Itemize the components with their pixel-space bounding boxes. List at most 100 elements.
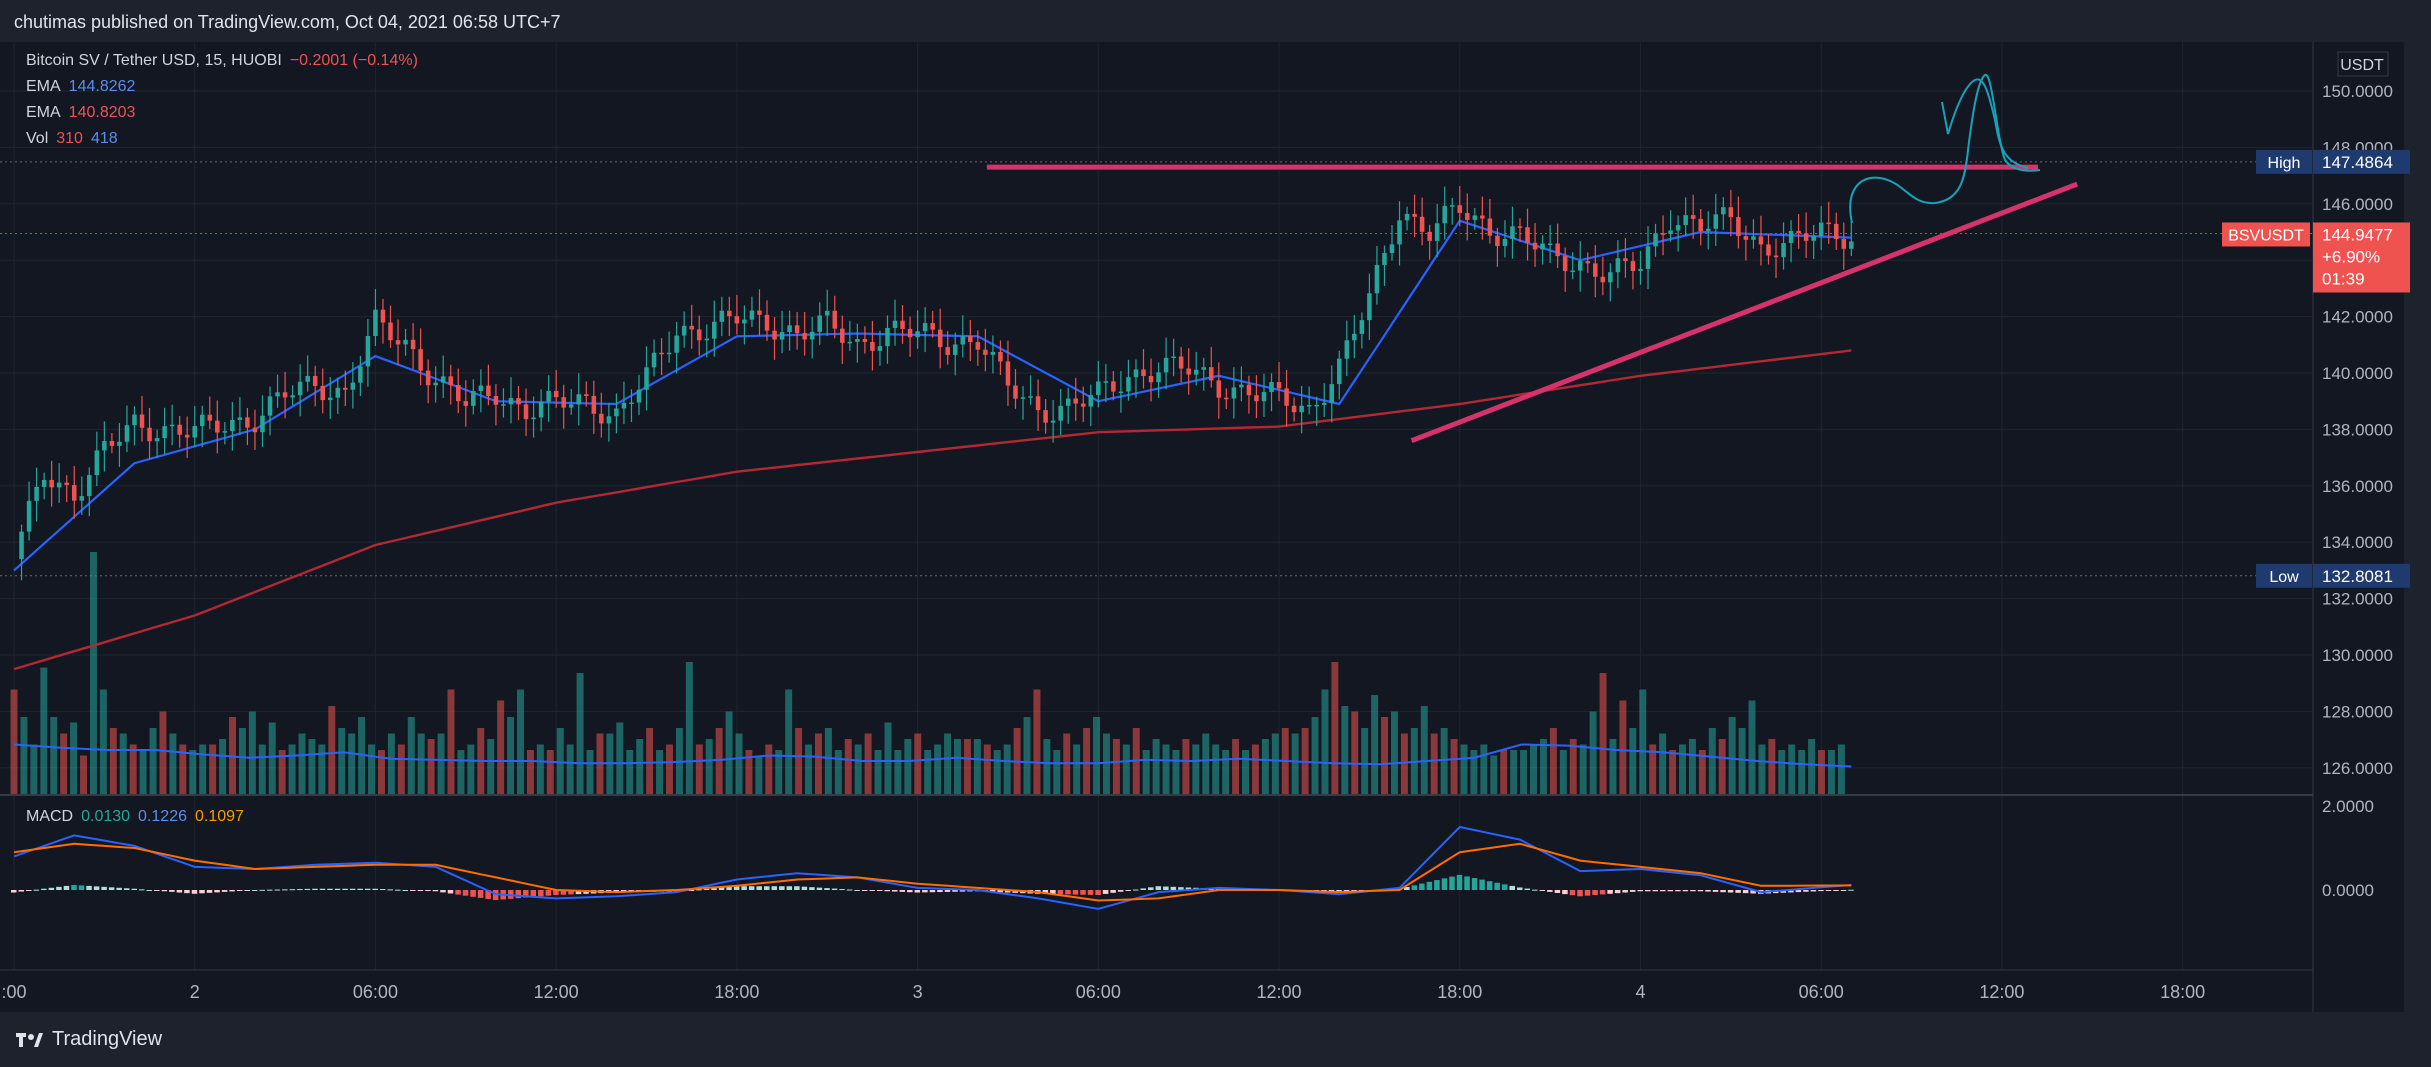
volume-bar <box>834 750 842 794</box>
candle-body <box>629 402 634 405</box>
macd-histogram-bar <box>1343 890 1350 891</box>
volume-bar <box>169 733 177 794</box>
volume-bar <box>983 744 991 794</box>
volume-bar <box>1172 750 1180 794</box>
volume-bar <box>725 711 733 794</box>
candle-body <box>1675 225 1681 231</box>
volume-bar <box>308 739 316 794</box>
macd-histogram-bar <box>78 885 85 890</box>
legend-ema1-row: EMA 144.8262 <box>26 78 143 96</box>
volume-bar <box>129 744 137 794</box>
candle-body <box>1510 226 1515 239</box>
candle-body <box>1818 222 1824 236</box>
macd-tick-label: 0.0000 <box>2322 881 2374 900</box>
macd-histogram-bar <box>1645 890 1651 892</box>
candle-body <box>1148 375 1154 383</box>
macd-histogram-bar <box>1517 887 1523 890</box>
candle-body <box>862 339 868 342</box>
volume-bar <box>1837 744 1845 794</box>
macd-histogram-bar <box>297 889 303 891</box>
candle-body <box>809 331 815 340</box>
freehand-sketch-upper[interactable] <box>1941 78 2029 169</box>
macd-histogram-bar <box>1321 890 1327 891</box>
low-name: Low <box>2269 569 2299 586</box>
candle-body <box>1141 369 1146 376</box>
candle-body <box>757 310 762 315</box>
chart-canvas[interactable]: USDT150.0000148.0000146.0000144.0000142.… <box>0 0 2431 1012</box>
high-name-box <box>2256 149 2312 174</box>
volume-bar <box>1043 739 1051 794</box>
macd-histogram-bar <box>1584 890 1591 896</box>
macd-histogram-bar <box>304 888 311 890</box>
macd-histogram-bar <box>1803 890 1809 892</box>
volume-bar <box>864 733 872 794</box>
candle-body <box>1668 230 1673 235</box>
volume-bar <box>1202 733 1210 794</box>
candle-body <box>418 349 423 371</box>
legend-vol-value1: 310 <box>56 130 83 147</box>
candle-body <box>207 414 213 421</box>
volume-bar <box>209 744 217 794</box>
macd-histogram-bar <box>1163 886 1169 890</box>
candle-body <box>787 325 792 333</box>
macd-histogram-bar <box>771 886 778 890</box>
volume-bar <box>695 744 703 794</box>
volume-bar <box>1748 700 1756 794</box>
price-labels: High 147.4864 Low 132.8081 BSVUSDT 144.9477 +6… <box>2222 149 2410 588</box>
volume-bar <box>1093 717 1101 794</box>
volume-bar <box>30 744 38 794</box>
volume-bar <box>944 733 952 794</box>
candle-body <box>1050 420 1056 423</box>
macd-histogram-bar <box>1727 890 1734 893</box>
candle-body <box>1254 395 1259 402</box>
volume-bar <box>1599 673 1607 794</box>
volume-bar <box>179 744 187 794</box>
volume-bar <box>1440 728 1448 794</box>
volume-bar <box>1023 717 1031 794</box>
volume-bar <box>566 744 574 794</box>
volume-bar <box>1688 739 1696 794</box>
rising-trendline[interactable] <box>1410 181 2079 444</box>
candle-body <box>1690 215 1696 219</box>
volume-bar <box>507 717 515 794</box>
macd-histogram-bar <box>425 890 431 891</box>
volume-bar <box>1291 733 1299 794</box>
macd-histogram-bar <box>1532 889 1538 891</box>
time-tick-label: 12:00 <box>1257 982 1302 1002</box>
volume-bar <box>60 733 68 794</box>
high-price-box <box>2313 149 2410 174</box>
macd-histogram-bar <box>1486 881 1493 890</box>
candle-body <box>237 417 243 420</box>
candle-body <box>1517 226 1523 228</box>
macd-histogram-bar <box>462 890 469 896</box>
candle-body <box>365 336 371 367</box>
macd-histogram-bar <box>1456 874 1463 890</box>
candle-body <box>561 397 566 408</box>
legend-macd-line: 0.1226 <box>138 808 187 825</box>
volume-bar <box>1579 744 1587 794</box>
volume-bar <box>159 711 167 794</box>
macd-histogram-bar <box>1818 890 1824 892</box>
candle-body <box>960 336 966 345</box>
macd-histogram-bar <box>1577 890 1583 897</box>
legend-vol-row: Vol 310 418 <box>26 130 126 148</box>
macd-histogram-bar <box>63 885 70 890</box>
macd-histogram-bar <box>1682 890 1689 892</box>
candle-body <box>666 352 672 355</box>
candle-body <box>64 482 69 486</box>
macd-histogram-bar <box>1607 890 1613 894</box>
volume-bar <box>805 744 812 794</box>
freehand-sketch[interactable] <box>1849 73 2041 224</box>
volume-bar <box>1430 733 1438 794</box>
price-tick-label: 134.0000 <box>2322 533 2393 552</box>
volume-bar <box>765 744 773 794</box>
volume-bar <box>248 711 256 794</box>
drawings[interactable] <box>986 73 2079 444</box>
volume-bar <box>1311 717 1319 794</box>
volume-bar <box>447 689 455 794</box>
volume-bar <box>1460 744 1468 794</box>
macd-histogram-bar <box>1840 890 1847 891</box>
macd-histogram-bar <box>786 886 793 890</box>
volume-bar <box>636 739 644 794</box>
volume-bar <box>238 728 246 794</box>
